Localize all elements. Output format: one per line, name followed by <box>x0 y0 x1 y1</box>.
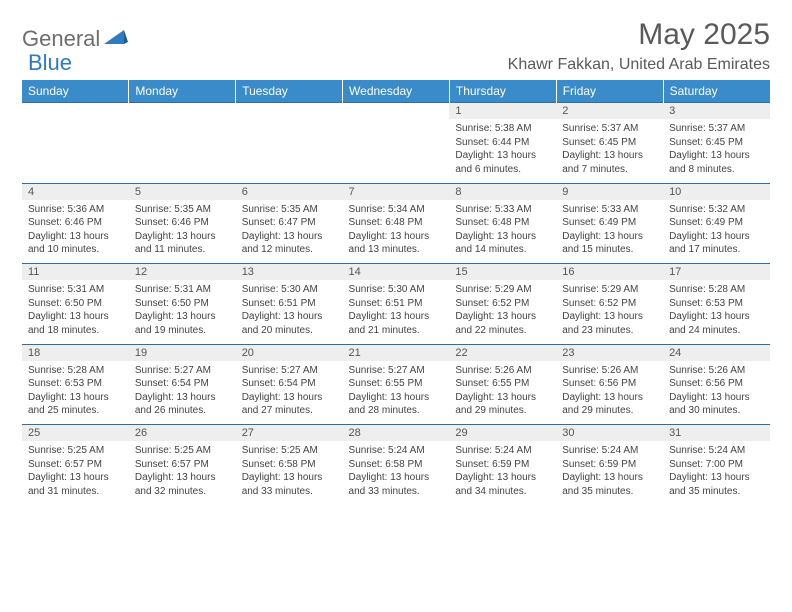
day-number-cell: 24 <box>663 344 770 361</box>
day-number-cell: 3 <box>663 103 770 120</box>
day-number-row: 18192021222324 <box>22 344 770 361</box>
day-number-cell: 18 <box>22 344 129 361</box>
day-content-cell: Sunrise: 5:35 AMSunset: 6:46 PMDaylight:… <box>129 200 236 264</box>
day-number-cell: 5 <box>129 183 236 200</box>
day-content-cell <box>236 119 343 183</box>
day-content-cell: Sunrise: 5:27 AMSunset: 6:54 PMDaylight:… <box>129 361 236 425</box>
day-content-cell: Sunrise: 5:25 AMSunset: 6:58 PMDaylight:… <box>236 441 343 505</box>
day-number-cell: 30 <box>556 425 663 442</box>
day-content-cell: Sunrise: 5:28 AMSunset: 6:53 PMDaylight:… <box>663 280 770 344</box>
day-number-cell: 7 <box>343 183 450 200</box>
day-content-cell: Sunrise: 5:24 AMSunset: 6:58 PMDaylight:… <box>343 441 450 505</box>
weekday-header: Friday <box>556 80 663 103</box>
title-block: May 2025 Khawr Fakkan, United Arab Emira… <box>508 18 770 74</box>
weekday-header: Monday <box>129 80 236 103</box>
month-title: May 2025 <box>508 18 770 52</box>
day-content-row: Sunrise: 5:36 AMSunset: 6:46 PMDaylight:… <box>22 200 770 264</box>
logo-blue-text: Blue <box>28 50 72 76</box>
day-number-cell: 6 <box>236 183 343 200</box>
day-content-cell: Sunrise: 5:25 AMSunset: 6:57 PMDaylight:… <box>129 441 236 505</box>
weekday-header: Sunday <box>22 80 129 103</box>
day-number-cell: 29 <box>449 425 556 442</box>
day-number-cell: 27 <box>236 425 343 442</box>
day-content-cell <box>129 119 236 183</box>
day-content-cell: Sunrise: 5:24 AMSunset: 7:00 PMDaylight:… <box>663 441 770 505</box>
day-number-cell: 25 <box>22 425 129 442</box>
day-number-cell: 26 <box>129 425 236 442</box>
day-content-cell: Sunrise: 5:30 AMSunset: 6:51 PMDaylight:… <box>236 280 343 344</box>
day-content-cell: Sunrise: 5:26 AMSunset: 6:56 PMDaylight:… <box>663 361 770 425</box>
day-number-cell: 1 <box>449 103 556 120</box>
calendar-table: SundayMondayTuesdayWednesdayThursdayFrid… <box>22 80 770 505</box>
day-number-cell: 22 <box>449 344 556 361</box>
day-number-cell: 15 <box>449 264 556 281</box>
day-number-cell: 31 <box>663 425 770 442</box>
weekday-header: Wednesday <box>343 80 450 103</box>
day-content-cell: Sunrise: 5:26 AMSunset: 6:55 PMDaylight:… <box>449 361 556 425</box>
day-content-cell <box>343 119 450 183</box>
day-number-cell: 2 <box>556 103 663 120</box>
day-number-row: 123 <box>22 103 770 120</box>
day-number-cell: 12 <box>129 264 236 281</box>
day-number-cell: 23 <box>556 344 663 361</box>
day-content-row: Sunrise: 5:28 AMSunset: 6:53 PMDaylight:… <box>22 361 770 425</box>
day-number-cell: 14 <box>343 264 450 281</box>
day-content-cell: Sunrise: 5:36 AMSunset: 6:46 PMDaylight:… <box>22 200 129 264</box>
header: General May 2025 Khawr Fakkan, United Ar… <box>22 18 770 74</box>
day-number-cell <box>236 103 343 120</box>
day-content-cell: Sunrise: 5:31 AMSunset: 6:50 PMDaylight:… <box>129 280 236 344</box>
weekday-header: Thursday <box>449 80 556 103</box>
day-content-cell: Sunrise: 5:33 AMSunset: 6:49 PMDaylight:… <box>556 200 663 264</box>
weekday-header: Saturday <box>663 80 770 103</box>
day-number-cell <box>22 103 129 120</box>
day-content-row: Sunrise: 5:38 AMSunset: 6:44 PMDaylight:… <box>22 119 770 183</box>
day-content-cell: Sunrise: 5:26 AMSunset: 6:56 PMDaylight:… <box>556 361 663 425</box>
day-content-cell: Sunrise: 5:37 AMSunset: 6:45 PMDaylight:… <box>556 119 663 183</box>
day-content-row: Sunrise: 5:25 AMSunset: 6:57 PMDaylight:… <box>22 441 770 505</box>
logo-text-general: General <box>22 26 100 52</box>
day-content-cell: Sunrise: 5:28 AMSunset: 6:53 PMDaylight:… <box>22 361 129 425</box>
day-number-cell: 20 <box>236 344 343 361</box>
day-content-cell: Sunrise: 5:30 AMSunset: 6:51 PMDaylight:… <box>343 280 450 344</box>
day-number-cell: 17 <box>663 264 770 281</box>
day-number-cell: 28 <box>343 425 450 442</box>
day-content-cell: Sunrise: 5:27 AMSunset: 6:54 PMDaylight:… <box>236 361 343 425</box>
day-number-cell: 21 <box>343 344 450 361</box>
day-content-cell: Sunrise: 5:27 AMSunset: 6:55 PMDaylight:… <box>343 361 450 425</box>
day-number-cell: 13 <box>236 264 343 281</box>
logo-text-blue: Blue <box>28 50 72 76</box>
day-number-cell: 16 <box>556 264 663 281</box>
day-number-cell: 9 <box>556 183 663 200</box>
day-content-cell: Sunrise: 5:24 AMSunset: 6:59 PMDaylight:… <box>556 441 663 505</box>
day-number-cell: 19 <box>129 344 236 361</box>
day-number-cell: 8 <box>449 183 556 200</box>
day-number-cell <box>129 103 236 120</box>
day-content-row: Sunrise: 5:31 AMSunset: 6:50 PMDaylight:… <box>22 280 770 344</box>
calendar-header-row: SundayMondayTuesdayWednesdayThursdayFrid… <box>22 80 770 103</box>
logo-shape-icon <box>104 28 128 51</box>
day-number-cell <box>343 103 450 120</box>
day-content-cell: Sunrise: 5:34 AMSunset: 6:48 PMDaylight:… <box>343 200 450 264</box>
location: Khawr Fakkan, United Arab Emirates <box>508 56 770 74</box>
day-content-cell: Sunrise: 5:32 AMSunset: 6:49 PMDaylight:… <box>663 200 770 264</box>
day-content-cell: Sunrise: 5:31 AMSunset: 6:50 PMDaylight:… <box>22 280 129 344</box>
day-content-cell: Sunrise: 5:25 AMSunset: 6:57 PMDaylight:… <box>22 441 129 505</box>
day-content-cell: Sunrise: 5:35 AMSunset: 6:47 PMDaylight:… <box>236 200 343 264</box>
day-number-cell: 10 <box>663 183 770 200</box>
day-number-row: 25262728293031 <box>22 425 770 442</box>
weekday-header: Tuesday <box>236 80 343 103</box>
day-number-row: 45678910 <box>22 183 770 200</box>
day-number-row: 11121314151617 <box>22 264 770 281</box>
day-content-cell: Sunrise: 5:38 AMSunset: 6:44 PMDaylight:… <box>449 119 556 183</box>
day-content-cell: Sunrise: 5:24 AMSunset: 6:59 PMDaylight:… <box>449 441 556 505</box>
day-content-cell: Sunrise: 5:37 AMSunset: 6:45 PMDaylight:… <box>663 119 770 183</box>
day-number-cell: 4 <box>22 183 129 200</box>
day-content-cell <box>22 119 129 183</box>
day-content-cell: Sunrise: 5:29 AMSunset: 6:52 PMDaylight:… <box>449 280 556 344</box>
day-number-cell: 11 <box>22 264 129 281</box>
logo: General <box>22 26 130 52</box>
day-content-cell: Sunrise: 5:33 AMSunset: 6:48 PMDaylight:… <box>449 200 556 264</box>
day-content-cell: Sunrise: 5:29 AMSunset: 6:52 PMDaylight:… <box>556 280 663 344</box>
